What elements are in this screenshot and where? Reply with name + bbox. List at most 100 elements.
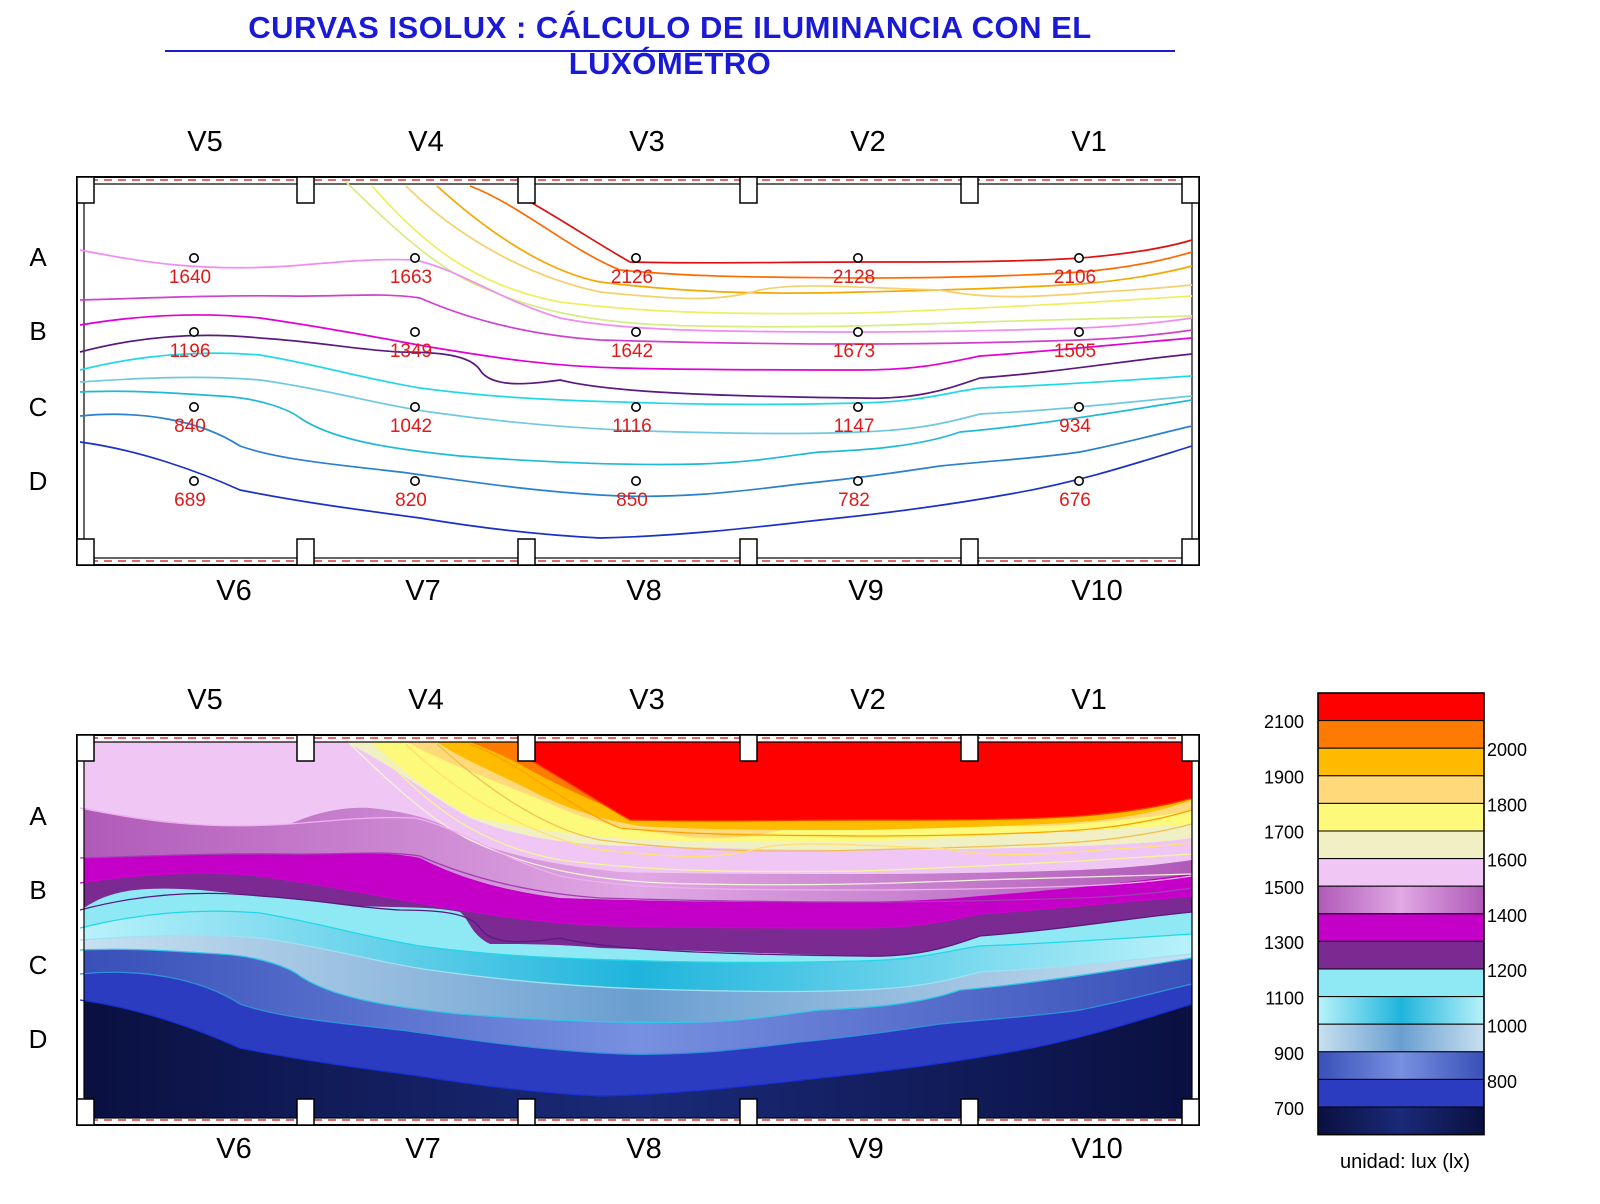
legend-band [1317, 1051, 1485, 1080]
measurement-point [189, 475, 200, 486]
legend-band [1317, 1106, 1485, 1136]
legend-tick-right: 1400 [1487, 906, 1527, 926]
isoline-1100 [79, 352, 1193, 406]
pillar [960, 734, 979, 762]
row-label-c: C [29, 950, 48, 980]
measurement-point [852, 475, 863, 486]
window-label-v9: V9 [848, 575, 883, 607]
isoline-1400 [79, 294, 1193, 345]
window-label-v2: V2 [850, 126, 885, 158]
pillar [960, 176, 979, 204]
window-label-v1: V1 [1071, 684, 1106, 716]
isoline-1600 [345, 181, 1193, 328]
measurement-point [189, 326, 200, 337]
window-label-v8: V8 [626, 575, 661, 607]
lux-value-label: 1349 [390, 341, 432, 362]
lux-value-label: 2128 [833, 267, 875, 288]
legend-tick-left: 1300 [1264, 933, 1304, 953]
legend-band [1317, 775, 1485, 804]
legend-band [1317, 830, 1485, 860]
legend-band [1317, 802, 1485, 832]
heat-isoline [405, 743, 1193, 858]
heat-isoline [79, 807, 1193, 891]
measurement-point [630, 326, 641, 337]
measurement-point [852, 253, 863, 264]
measurement-point [1074, 253, 1085, 264]
measurement-point [852, 401, 863, 412]
window-label-v9: V9 [848, 1133, 883, 1165]
heatmap-isolines [79, 739, 1193, 1097]
heat-isoline [469, 743, 1193, 837]
isoline-1300 [79, 314, 1193, 371]
room-outline-top [76, 176, 1200, 566]
pillar [1181, 734, 1200, 762]
lux-value-label: 1663 [390, 267, 432, 288]
window-labels-lower-2: V6 V7 V8 V9 V10 [216, 1133, 1123, 1165]
pillar [296, 538, 315, 566]
legend-right-ticks: 2000 1800 1600 1400 1200 1000 800 [1487, 740, 1527, 1092]
lux-value-label: 934 [1059, 416, 1091, 437]
pillar [1181, 176, 1200, 204]
heat-band [532, 742, 1192, 821]
legend-band [1317, 940, 1485, 970]
legend-tick-left: 1700 [1264, 823, 1304, 843]
lux-value-label: 850 [616, 490, 648, 511]
legend-band [1317, 885, 1485, 915]
room-inner-outline-bottom [83, 741, 1193, 1119]
legend-band [1317, 692, 1485, 722]
isolines [79, 181, 1193, 539]
heat-isoline [79, 872, 1193, 929]
legend-bands [1317, 692, 1485, 1136]
pillar [739, 734, 758, 762]
legend-tick-left: 700 [1274, 1099, 1304, 1119]
legend-tick-right: 1200 [1487, 961, 1527, 981]
heat-isoline [345, 739, 1193, 886]
window-label-v3: V3 [629, 684, 664, 716]
heat-isoline [79, 852, 1193, 903]
legend-tick-right: 1600 [1487, 851, 1527, 871]
heat-isoline [79, 999, 1193, 1097]
legend-tick-left: 2100 [1264, 712, 1304, 732]
lux-value-label: 1642 [611, 341, 653, 362]
legend-frame [1317, 692, 1485, 1136]
heat-isoline [79, 934, 1193, 993]
heat-isoline [371, 743, 1193, 873]
measurement-point [630, 475, 641, 486]
isoline-1200 [79, 334, 1193, 400]
window-label-v1: V1 [1071, 126, 1106, 158]
lux-value-label: 2126 [611, 267, 653, 288]
pillars-bottom [76, 734, 1200, 1126]
color-legend: 2100 1900 1700 1500 1300 1100 900 700 2000 1800 1… [1264, 692, 1527, 1173]
legend-band [1317, 1023, 1485, 1053]
row-labels-top: A B C D [29, 242, 48, 496]
lux-value-label: 1640 [169, 267, 211, 288]
legend-tick-right: 1000 [1487, 1017, 1527, 1037]
lux-value-label: 676 [1059, 490, 1091, 511]
window-label-v6: V6 [216, 575, 251, 607]
title-underline [165, 50, 1175, 52]
window-label-v5: V5 [187, 684, 222, 716]
isoline-1900 [436, 185, 1193, 294]
isoline-900 [79, 390, 1193, 466]
window-label-v3: V3 [629, 126, 664, 158]
legend-band [1317, 996, 1485, 1025]
pillar [517, 176, 536, 204]
row-labels-bottom: A B C D [29, 801, 48, 1054]
isoline-1700 [371, 185, 1193, 315]
heat-isoline [79, 892, 1193, 957]
heat-isoline [79, 910, 1193, 964]
measurement-point [1074, 401, 1085, 412]
measurement-point [630, 401, 641, 412]
window-label-v6: V6 [216, 1133, 251, 1165]
lux-value-label: 820 [395, 490, 427, 511]
isoline-2000 [469, 185, 1193, 279]
legend-band [1317, 720, 1485, 749]
heat-isoline [436, 743, 1193, 852]
pillar [960, 538, 979, 566]
row-label-a: A [29, 801, 47, 831]
lux-value-label: 1673 [833, 341, 875, 362]
measurement-point [409, 326, 420, 337]
measurement-points: 1640 1663 2126 2128 2106 1196 1349 1642 1673 1505… [169, 253, 1096, 511]
pillar [76, 734, 95, 762]
measurement-point [189, 401, 200, 412]
